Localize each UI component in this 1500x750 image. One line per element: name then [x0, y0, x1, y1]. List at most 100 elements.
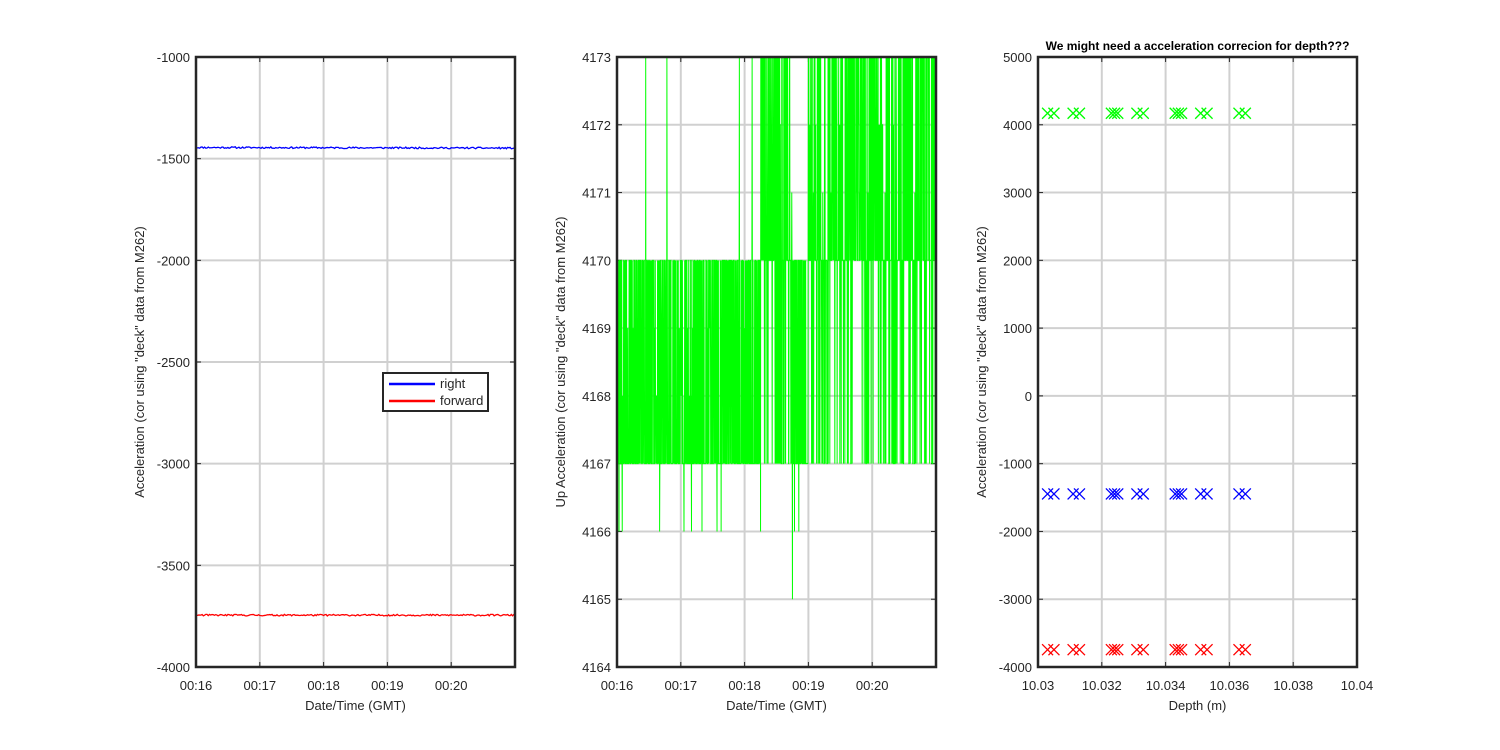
x-tick-label: 10.04	[1341, 678, 1374, 693]
scatter-point	[1175, 643, 1188, 656]
series-line-forward	[195, 613, 516, 617]
scatter-point	[1130, 488, 1143, 500]
scatter-point	[1067, 643, 1080, 656]
legend-label: forward	[440, 393, 483, 408]
chart-up-acceleration-vs-time: 4173 4172 4171 4170 4169 4168 4167 4166 4165 4164…	[553, 50, 938, 713]
scatter-point	[1239, 488, 1252, 500]
x-tick-label: 00:20	[435, 678, 468, 693]
x-tick-label: 10.034	[1146, 678, 1186, 693]
scatter-point	[1233, 107, 1245, 120]
x-tick-label: 10.03	[1022, 678, 1055, 693]
scatter-point	[1239, 107, 1252, 120]
y-tick-label: 4000	[1003, 118, 1032, 133]
scatter-point	[1130, 107, 1143, 120]
y-tick-label: 4170	[582, 253, 611, 268]
scatter-point	[1201, 643, 1214, 656]
scatter-point	[1067, 107, 1080, 120]
y-tick-label: 4171	[582, 186, 611, 201]
y-tick-label: -2500	[157, 355, 190, 370]
scatter-point	[1047, 107, 1060, 120]
scatter-point	[1108, 488, 1121, 500]
scatter-point	[1172, 643, 1185, 656]
series-line-right	[195, 145, 516, 150]
scatter-point	[1201, 107, 1214, 120]
y-axis-label: Acceleration (cor using "deck" data from…	[974, 226, 989, 498]
y-tick-label: 1000	[1003, 321, 1032, 336]
y-tick-label: 5000	[1003, 50, 1032, 65]
scatter-markers	[1041, 107, 1252, 656]
scatter-point	[1175, 488, 1188, 500]
y-tick-label: 4172	[582, 118, 611, 133]
x-tick-label: 00:19	[371, 678, 404, 693]
plot-area	[1038, 57, 1357, 667]
scatter-point	[1108, 643, 1121, 656]
x-tick-label: 10.038	[1273, 678, 1313, 693]
x-axis-label: Date/Time (GMT)	[726, 698, 827, 713]
scatter-point	[1041, 488, 1054, 500]
y-tick-label: 2000	[1003, 253, 1032, 268]
x-tick-label: 10.032	[1082, 678, 1122, 693]
x-tick-label: 00:17	[244, 678, 277, 693]
scatter-point	[1239, 643, 1252, 656]
scatter-point	[1111, 488, 1124, 500]
scatter-point	[1169, 643, 1182, 656]
y-tick-label: -3000	[999, 592, 1032, 607]
scatter-point	[1233, 488, 1245, 500]
x-tick-label: 00:18	[307, 678, 340, 693]
scatter-point	[1105, 643, 1118, 656]
x-tick-label: 00:19	[792, 678, 825, 693]
scatter-point	[1233, 643, 1245, 656]
scatter-point	[1073, 643, 1086, 656]
y-tick-label: 0	[1025, 389, 1032, 404]
scatter-point	[1073, 488, 1086, 500]
chart-acceleration-vs-time: -1000 -1500 -2000 -2500 -3000 -3500 -4000 00:16…	[132, 50, 517, 713]
scatter-point	[1194, 107, 1207, 120]
axes-box	[615, 55, 938, 669]
scatter-point	[1194, 488, 1207, 500]
scatter-point	[1111, 643, 1124, 656]
y-tick-label: 3000	[1003, 186, 1032, 201]
scatter-point	[1111, 107, 1124, 120]
x-tick-label: 00:17	[665, 678, 698, 693]
scatter-point	[1172, 107, 1185, 120]
y-tick-label: -3000	[157, 457, 190, 472]
y-tick-label: 4168	[582, 389, 611, 404]
x-tick-label: 00:16	[180, 678, 213, 693]
y-tick-label: 4169	[582, 321, 611, 336]
x-tick-label: 00:18	[728, 678, 761, 693]
y-tick-label: 4173	[582, 50, 611, 65]
x-tick-label: 00:20	[856, 678, 889, 693]
x-tick-label: 00:16	[601, 678, 634, 693]
y-tick-label: -1000	[157, 50, 190, 65]
y-tick-label: -2000	[157, 253, 190, 268]
axes-box	[1036, 55, 1359, 669]
chart-title: We might need a acceleration correcion f…	[1046, 39, 1350, 53]
legend-label: right	[440, 376, 466, 391]
y-tick-label: 4167	[582, 457, 611, 472]
scatter-point	[1169, 107, 1182, 120]
y-tick-label: -3500	[157, 558, 190, 573]
scatter-point	[1047, 643, 1060, 656]
scatter-point	[1137, 107, 1150, 120]
y-axis-label: Up Acceleration (cor using "deck" data f…	[553, 216, 568, 507]
series-lines	[195, 145, 516, 617]
legend-box	[382, 372, 489, 412]
scatter-point	[1041, 643, 1054, 656]
y-tick-label: 4165	[582, 592, 611, 607]
scatter-point	[1201, 488, 1214, 500]
scatter-point	[1137, 643, 1150, 656]
scatter-point	[1067, 488, 1080, 500]
y-axis-label: Acceleration (cor using "deck" data from…	[132, 226, 147, 498]
scatter-point	[1130, 643, 1143, 656]
scatter-point	[1108, 107, 1121, 120]
scatter-point	[1194, 643, 1207, 656]
y-tick-label: -4000	[999, 660, 1032, 675]
chart-acceleration-vs-depth: 5000 4000 3000 2000 1000 0 -1000 -2000 -3000 -400…	[974, 39, 1373, 713]
scatter-point	[1137, 488, 1150, 500]
y-tick-label: -1000	[999, 457, 1032, 472]
x-tick-label: 10.036	[1210, 678, 1250, 693]
scatter-point	[1073, 107, 1086, 120]
y-tick-label: -1500	[157, 152, 190, 167]
y-tick-label: -4000	[157, 660, 190, 675]
